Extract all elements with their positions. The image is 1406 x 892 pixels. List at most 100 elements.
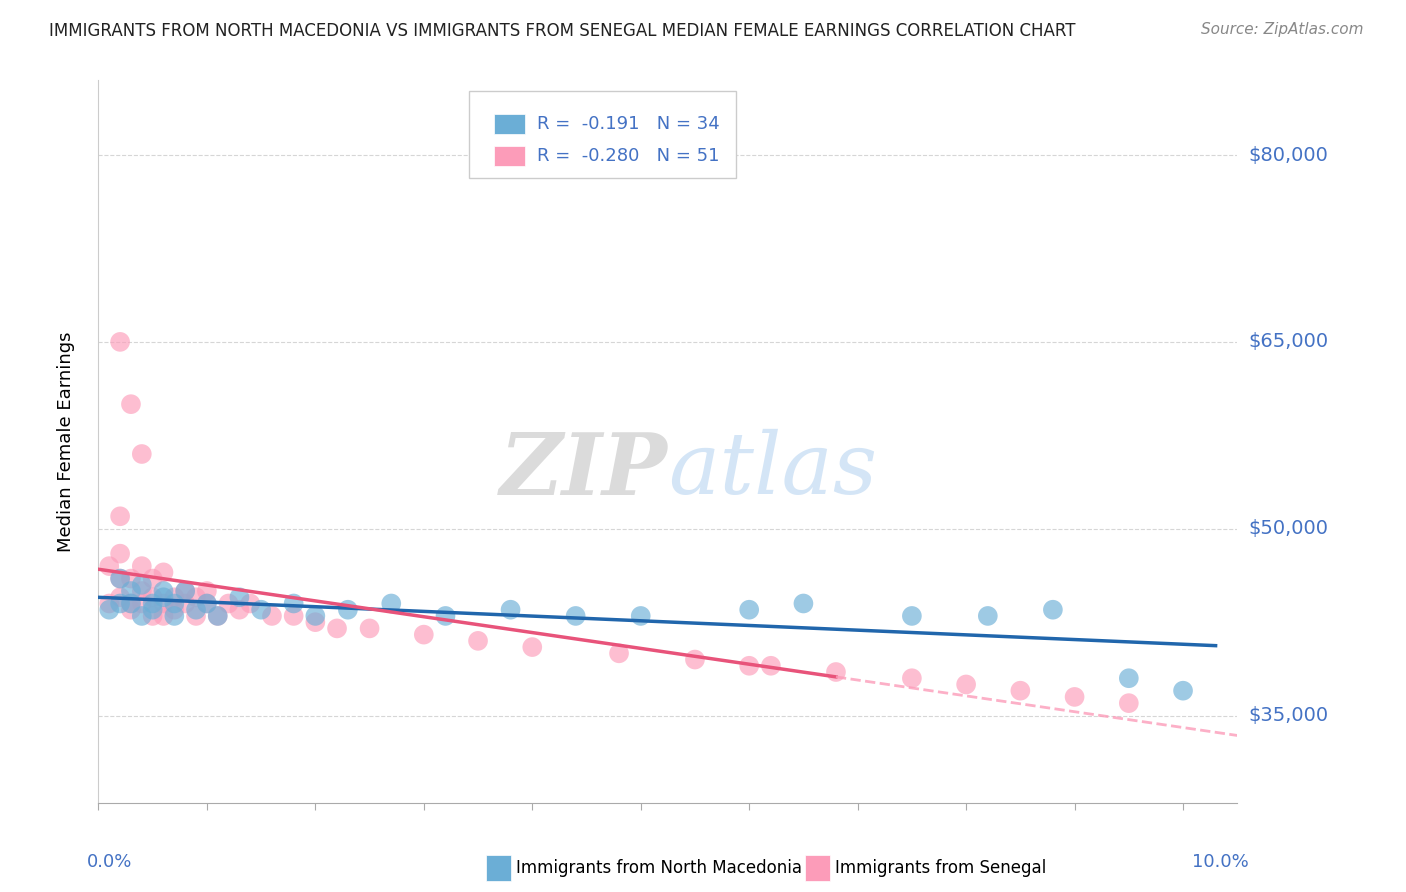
- Bar: [494, 113, 526, 134]
- Point: [792, 597, 814, 611]
- FancyBboxPatch shape: [468, 91, 737, 178]
- Point: [152, 609, 174, 624]
- Point: [120, 603, 142, 617]
- Point: [131, 609, 153, 624]
- Point: [207, 609, 229, 624]
- Text: R =  -0.191   N = 34: R = -0.191 N = 34: [537, 115, 720, 133]
- Point: [250, 603, 273, 617]
- Point: [283, 609, 305, 624]
- Point: [195, 584, 218, 599]
- Point: [152, 597, 174, 611]
- Text: IMMIGRANTS FROM NORTH MACEDONIA VS IMMIGRANTS FROM SENEGAL MEDIAN FEMALE EARNING: IMMIGRANTS FROM NORTH MACEDONIA VS IMMIG…: [49, 22, 1076, 40]
- Point: [120, 597, 142, 611]
- Text: $35,000: $35,000: [1249, 706, 1329, 725]
- Point: [131, 578, 153, 592]
- Point: [218, 597, 240, 611]
- Point: [195, 597, 218, 611]
- Text: Immigrants from Senegal: Immigrants from Senegal: [835, 859, 1046, 877]
- Point: [184, 609, 207, 624]
- Point: [434, 609, 457, 624]
- Text: ZIP: ZIP: [501, 429, 668, 512]
- Point: [98, 603, 121, 617]
- Point: [304, 615, 326, 630]
- Point: [108, 572, 131, 586]
- Point: [131, 447, 153, 461]
- Point: [522, 640, 544, 654]
- Text: Source: ZipAtlas.com: Source: ZipAtlas.com: [1201, 22, 1364, 37]
- Point: [108, 572, 131, 586]
- Text: R =  -0.280   N = 51: R = -0.280 N = 51: [537, 147, 720, 165]
- Point: [142, 572, 165, 586]
- Point: [759, 658, 782, 673]
- Point: [184, 603, 207, 617]
- Point: [131, 584, 153, 599]
- Point: [607, 646, 630, 660]
- Point: [120, 584, 142, 599]
- Point: [207, 609, 229, 624]
- Point: [120, 572, 142, 586]
- Point: [131, 559, 153, 574]
- Point: [142, 591, 165, 605]
- Point: [120, 597, 142, 611]
- Y-axis label: Median Female Earnings: Median Female Earnings: [56, 331, 75, 552]
- Point: [1118, 671, 1140, 685]
- Point: [163, 597, 186, 611]
- Text: $50,000: $50,000: [1249, 519, 1329, 538]
- Bar: [494, 146, 526, 166]
- Point: [120, 397, 142, 411]
- Point: [108, 334, 131, 349]
- Point: [228, 603, 250, 617]
- Point: [630, 609, 652, 624]
- Point: [163, 591, 186, 605]
- Point: [1042, 603, 1064, 617]
- Text: $80,000: $80,000: [1249, 145, 1329, 164]
- Point: [901, 671, 924, 685]
- Point: [412, 627, 434, 641]
- Point: [1118, 696, 1140, 710]
- Point: [825, 665, 848, 679]
- Text: atlas: atlas: [668, 429, 877, 512]
- Point: [1010, 683, 1032, 698]
- Point: [1063, 690, 1085, 704]
- Point: [283, 597, 305, 611]
- Point: [955, 677, 977, 691]
- Point: [108, 509, 131, 524]
- Point: [108, 547, 131, 561]
- Point: [108, 597, 131, 611]
- Point: [467, 633, 489, 648]
- Point: [683, 652, 706, 666]
- Point: [184, 591, 207, 605]
- Point: [239, 597, 262, 611]
- Point: [142, 597, 165, 611]
- Point: [499, 603, 522, 617]
- Text: Immigrants from North Macedonia: Immigrants from North Macedonia: [516, 859, 803, 877]
- Point: [564, 609, 586, 624]
- Point: [195, 597, 218, 611]
- Point: [174, 597, 197, 611]
- Point: [142, 609, 165, 624]
- Point: [98, 559, 121, 574]
- Point: [359, 621, 381, 635]
- Point: [108, 591, 131, 605]
- Point: [142, 603, 165, 617]
- Point: [152, 566, 174, 580]
- Point: [174, 584, 197, 599]
- Point: [738, 603, 761, 617]
- Point: [326, 621, 349, 635]
- Point: [131, 597, 153, 611]
- Point: [336, 603, 359, 617]
- Point: [228, 591, 250, 605]
- Point: [174, 584, 197, 599]
- Point: [1171, 683, 1194, 698]
- Bar: [804, 855, 830, 880]
- Point: [163, 603, 186, 617]
- Point: [152, 591, 174, 605]
- Point: [901, 609, 924, 624]
- Text: 0.0%: 0.0%: [87, 854, 132, 871]
- Point: [163, 609, 186, 624]
- Point: [977, 609, 1000, 624]
- Point: [738, 658, 761, 673]
- Point: [152, 584, 174, 599]
- Point: [304, 609, 326, 624]
- Text: $65,000: $65,000: [1249, 333, 1329, 351]
